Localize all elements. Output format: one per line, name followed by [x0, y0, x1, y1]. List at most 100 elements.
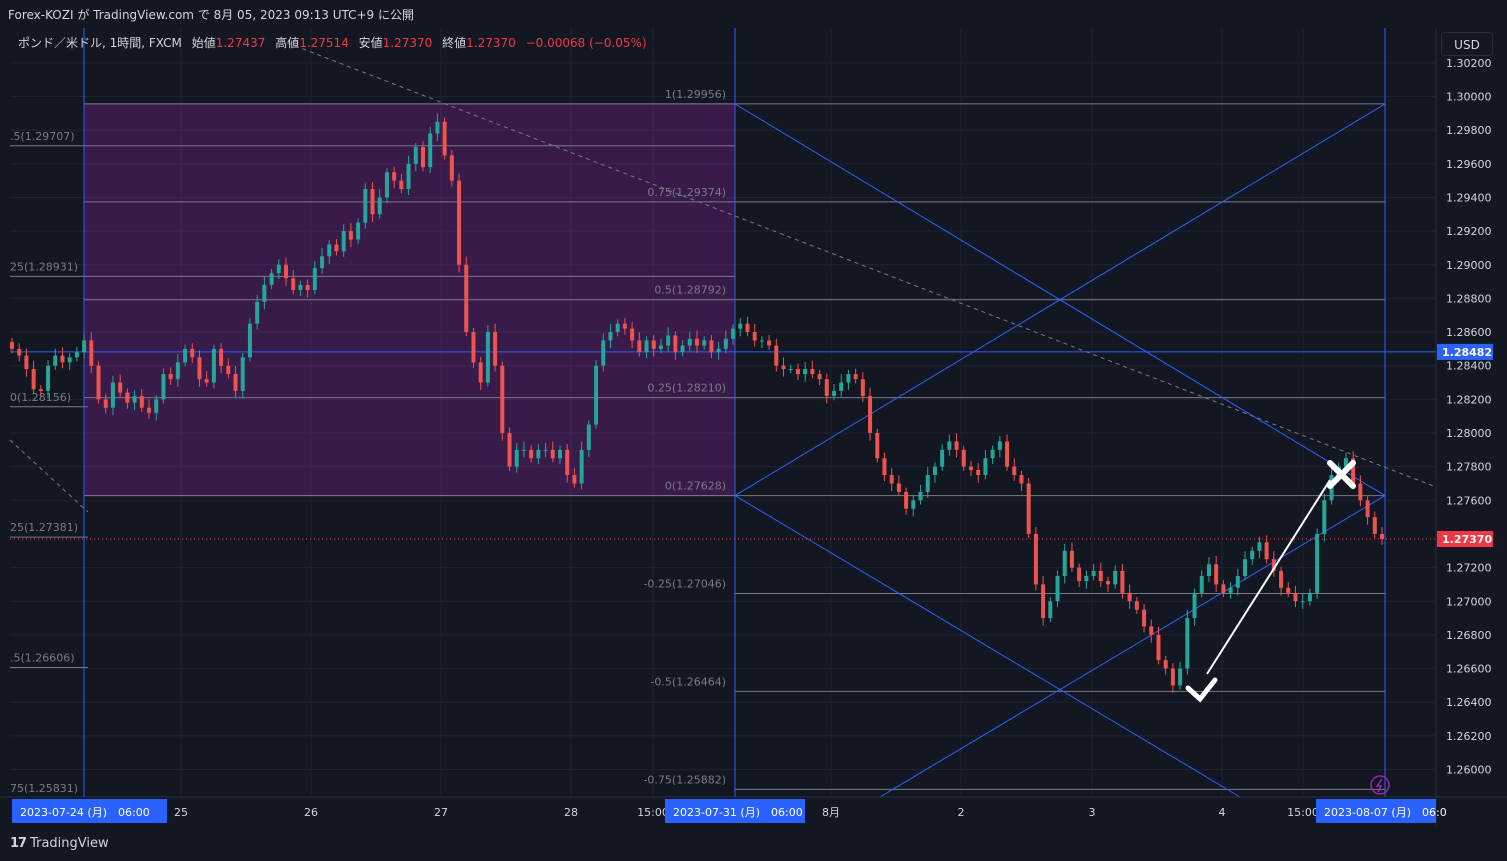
- candle-body: [745, 323, 750, 333]
- candle-body: [118, 382, 123, 393]
- price-tick: 1.30200: [1446, 57, 1492, 70]
- candle-body: [240, 357, 245, 391]
- price-tick: 1.30000: [1446, 91, 1492, 104]
- candle-body: [543, 449, 548, 451]
- candle-body: [709, 340, 714, 353]
- price-tick: 1.29800: [1446, 124, 1492, 137]
- candle-body: [284, 264, 288, 279]
- candle-body: [24, 355, 29, 370]
- candle-body: [211, 348, 216, 383]
- candle-body: [579, 449, 584, 484]
- candle-body: [983, 458, 988, 476]
- candle-body: [810, 369, 815, 375]
- legend-open-label: 始値: [191, 36, 216, 50]
- candle-body: [147, 407, 151, 413]
- price-tick: 1.29600: [1446, 158, 1492, 171]
- candle-body: [1149, 626, 1154, 635]
- candle-body: [312, 268, 317, 290]
- candle-body: [305, 284, 310, 290]
- candle-body: [60, 355, 65, 363]
- price-tick: 1.28400: [1446, 360, 1492, 373]
- candle-body: [1134, 601, 1139, 610]
- candle-body: [204, 379, 209, 383]
- candle-body: [969, 466, 973, 471]
- candle-body: [839, 382, 844, 391]
- candle-body: [774, 345, 779, 366]
- candle-body: [341, 231, 346, 252]
- time-tick: 8月: [822, 806, 840, 819]
- candle-body: [637, 340, 642, 353]
- legend-change: −0.00068 (−0.05%): [525, 36, 647, 50]
- price-tick: 1.26800: [1446, 629, 1492, 642]
- fib-right-label: 0.25(1.28210): [647, 382, 726, 395]
- candle-body: [731, 328, 736, 339]
- candle-body: [53, 355, 58, 366]
- candle-body: [1077, 567, 1082, 582]
- time-tick: 3: [1089, 806, 1096, 819]
- candle-body: [428, 133, 433, 168]
- price-axis: [1436, 28, 1507, 828]
- candle-body: [1185, 618, 1190, 669]
- candle-body: [291, 278, 296, 290]
- candle-body: [89, 340, 94, 366]
- candle-body: [1026, 483, 1031, 534]
- time-tick: 15:00: [1287, 806, 1319, 819]
- candle-body: [695, 338, 699, 346]
- candle-body: [1250, 550, 1255, 560]
- trend-line: [734, 495, 1241, 798]
- candle-body: [363, 189, 368, 223]
- candle-body: [860, 379, 865, 396]
- candle-body: [377, 197, 382, 215]
- candle-body: [399, 180, 404, 190]
- candle-body: [882, 458, 887, 476]
- candle-body: [687, 338, 692, 346]
- candle-body: [615, 323, 620, 333]
- legend-high: 1.27514: [299, 36, 349, 50]
- fib-right-label: -0.5(1.26464): [650, 675, 726, 688]
- candle-body: [1106, 581, 1110, 585]
- candle-body: [1235, 576, 1240, 588]
- candle-body: [565, 449, 570, 476]
- candle-body: [493, 332, 498, 366]
- candle-body: [190, 348, 195, 358]
- price-label-text: 1.27370: [1442, 533, 1492, 546]
- candle-body: [781, 365, 786, 370]
- trend-line: [879, 495, 1386, 798]
- fib-left-label: 25(1.28931): [10, 260, 78, 273]
- candle-body: [1098, 570, 1103, 582]
- candle-body: [1279, 570, 1284, 588]
- price-tick: 1.28000: [1446, 427, 1492, 440]
- tradingview-logo: 𝟭𝟳 TradingView: [10, 836, 109, 851]
- price-tick: 1.27000: [1446, 595, 1492, 608]
- candle-body: [1084, 576, 1089, 582]
- candle-body: [1069, 550, 1074, 568]
- candle-body: [904, 491, 909, 509]
- candle-body: [31, 369, 36, 390]
- dashed-trend-line: [9, 439, 89, 513]
- annotations: [1185, 460, 1356, 703]
- candle-body: [896, 483, 901, 492]
- time-tick: 26: [304, 806, 318, 819]
- candle-body: [889, 475, 894, 484]
- candle-body: [449, 155, 454, 181]
- candle-body: [478, 362, 483, 383]
- time-tick: 15:00: [637, 806, 669, 819]
- candle-body: [46, 365, 51, 391]
- candle-body: [832, 390, 836, 396]
- price-tick: 1.26600: [1446, 663, 1492, 676]
- currency-button[interactable]: USD: [1441, 32, 1493, 56]
- candle-body: [10, 342, 14, 349]
- candle-body: [1214, 564, 1219, 585]
- candle-body: [1041, 584, 1046, 619]
- date-badge-text: 2023-07-24 (月) 06:00: [20, 806, 150, 819]
- candle-body: [219, 348, 224, 366]
- candle-body: [327, 244, 332, 257]
- candle-body: [1271, 559, 1276, 571]
- candle-body: [334, 244, 339, 252]
- candle-body: [1351, 458, 1356, 484]
- candle-body: [154, 399, 159, 413]
- candle-body: [529, 449, 534, 459]
- annotation-line: [1206, 479, 1331, 675]
- candle-body: [1293, 592, 1298, 602]
